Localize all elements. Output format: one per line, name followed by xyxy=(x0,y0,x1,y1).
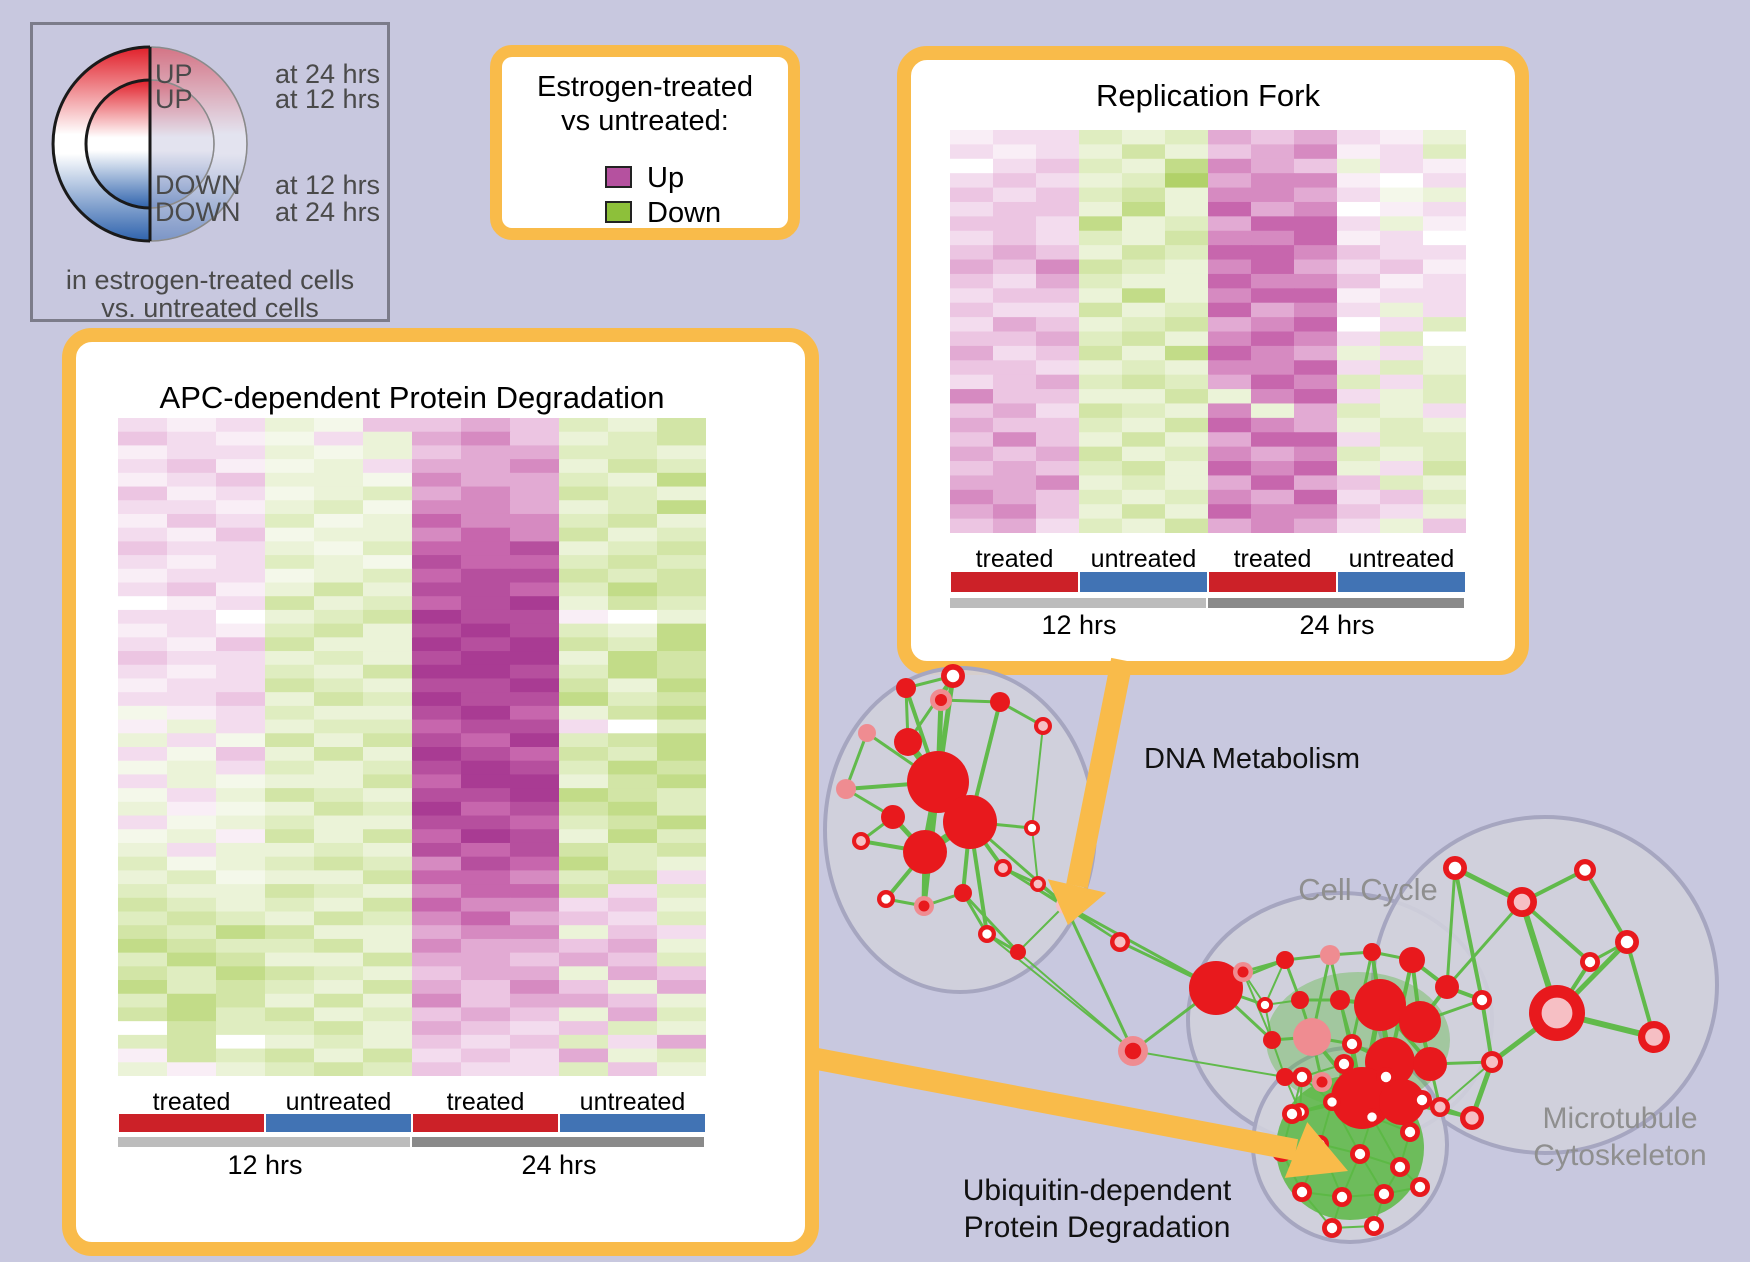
apc-heatmap xyxy=(118,418,706,1076)
ring-legend-direction: UP xyxy=(155,84,193,114)
treated-condition-bar xyxy=(951,572,1078,592)
network-nodes xyxy=(836,664,1670,1238)
time-label-12hrs: 12 hrs xyxy=(227,1150,303,1180)
untreated-condition-bar xyxy=(266,1114,411,1132)
edge-density-blob xyxy=(1266,972,1450,1108)
time-label-12hrs: 12 hrs xyxy=(1041,610,1117,640)
ring-legend-time: at 24 hrs xyxy=(275,59,381,89)
ring-legend-direction: DOWN xyxy=(155,197,241,227)
group-label-untreated: untreated xyxy=(1090,545,1197,573)
group-label-untreated: untreated xyxy=(1348,545,1455,573)
cluster-ellipse-cell-cycle xyxy=(1186,891,1494,1149)
ring-legend-time: at 12 hrs xyxy=(275,84,381,114)
ring-legend-footnote-line1: in estrogen-treated cells xyxy=(65,265,355,295)
down-color-swatch xyxy=(605,201,632,223)
time-bar-24hrs xyxy=(412,1137,704,1147)
up-color-swatch xyxy=(605,166,632,188)
network-edges xyxy=(844,673,1657,1229)
updown-legend-title-line1: Estrogen-treated xyxy=(536,71,753,103)
treated-condition-bar xyxy=(119,1114,264,1132)
treated-condition-bar xyxy=(413,1114,558,1132)
cluster-ellipses xyxy=(823,666,1719,1244)
group-label-untreated: untreated xyxy=(285,1088,392,1116)
time-bar-12hrs xyxy=(950,598,1206,608)
panel-replication-fork: Replication Fork treated untreated treated… xyxy=(897,46,1529,675)
time-bar-24hrs xyxy=(1208,598,1464,608)
cluster-label-cell-cycle: Cell Cycle xyxy=(1298,872,1438,907)
edge-density-blob xyxy=(1276,1076,1424,1220)
updown-legend-box: Estrogen-treated vs untreated: Up Down xyxy=(490,45,800,240)
ring-legend-time: at 24 hrs xyxy=(275,197,381,227)
panel-title: Replication Fork xyxy=(1096,78,1320,113)
time-label-24hrs: 24 hrs xyxy=(1299,610,1375,640)
untreated-condition-bar xyxy=(1080,572,1207,592)
bottom-margin-strip xyxy=(0,1262,1750,1279)
cluster-ellipse-dna-metabolism xyxy=(823,666,1097,994)
untreated-condition-bar xyxy=(1338,572,1465,592)
treated-condition-bar xyxy=(1209,572,1336,592)
updown-legend-title-line2: vs untreated: xyxy=(561,105,729,137)
rf-heatmap xyxy=(950,130,1466,533)
cluster-label-dna-metabolism: DNA Metabolism xyxy=(1144,743,1360,775)
group-label-treated: treated xyxy=(446,1088,525,1116)
untreated-condition-bar xyxy=(560,1114,705,1132)
ring-legend-footnote-line2: vs. untreated cells xyxy=(101,293,319,323)
ring-legend-direction: UP xyxy=(155,59,193,89)
ring-legend-time: at 12 hrs xyxy=(275,170,381,200)
cluster-label-ubiquitin-dependent-protein-degradation: Ubiquitin-dependent Protein Degradation xyxy=(963,1174,1232,1244)
legend-item-label: Down xyxy=(647,197,722,229)
group-label-treated: treated xyxy=(152,1088,231,1116)
panel-apc-dependent-protein-degradation: APC-dependent Protein Degradation treate… xyxy=(62,328,819,1256)
ring-legend-direction: DOWN xyxy=(155,170,241,200)
cluster-ellipse-ubiquitin-dependent-protein-degradation xyxy=(1251,1046,1449,1244)
arrow-replication-fork-to-dna-metabolism xyxy=(1047,657,1133,925)
arrow-apc-to-ubiquitin xyxy=(809,1047,1348,1178)
time-label-24hrs: 24 hrs xyxy=(521,1150,597,1180)
group-label-untreated: untreated xyxy=(579,1088,686,1116)
group-label-treated: treated xyxy=(975,545,1054,573)
panel-title: APC-dependent Protein Degradation xyxy=(159,380,665,415)
cluster-label-microtubule-cytoskeleton: Microtubule Cytoskeleton xyxy=(1533,1102,1706,1172)
time-bar-12hrs xyxy=(118,1137,410,1147)
cluster-ellipse-microtubule-cytoskeleton xyxy=(1371,815,1719,1155)
legend-item-label: Up xyxy=(647,162,685,194)
group-label-treated: treated xyxy=(1233,545,1312,573)
ring-legend-box: UP at 24 hrs UP at 12 hrs DOWN at 12 hrs… xyxy=(30,22,390,323)
